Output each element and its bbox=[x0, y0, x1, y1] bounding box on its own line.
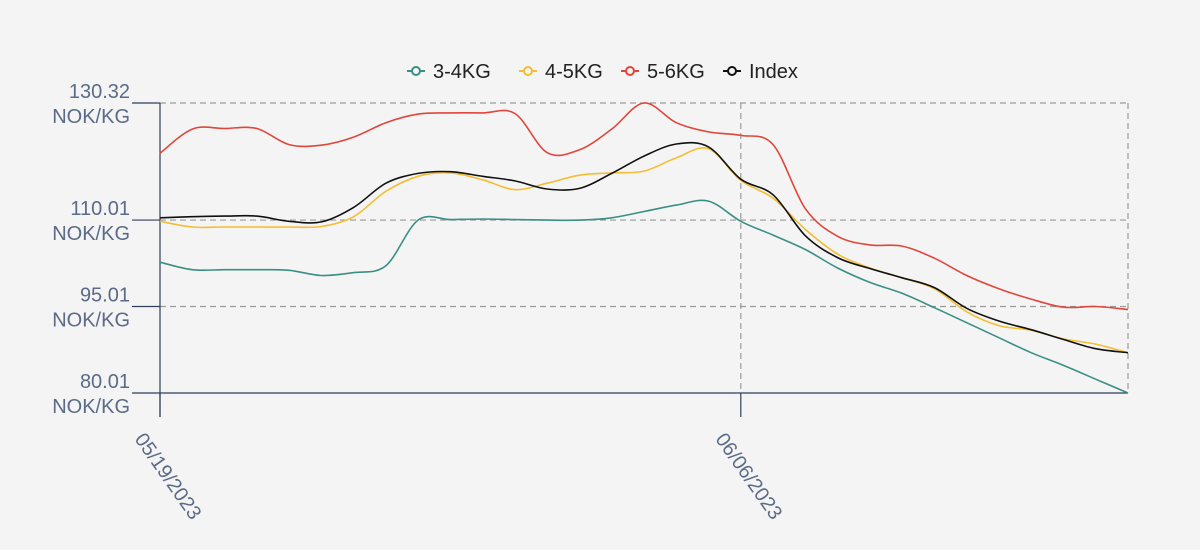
y-tick-label: 80.01 bbox=[80, 371, 130, 393]
legend-swatch-marker bbox=[625, 66, 635, 76]
x-tick-label: 05/19/2023 bbox=[130, 429, 205, 524]
series-line-3-4kg bbox=[159, 199, 1129, 394]
series-line-4-5kg bbox=[159, 147, 1129, 354]
y-tick-unit: NOK/KG bbox=[52, 310, 130, 332]
y-tick-label: 110.01 bbox=[70, 198, 130, 220]
axes: 130.32 NOK/KG 110.01 NOK/KG 95.01 NOK/KG 80.01… bbox=[52, 81, 1128, 524]
y-tick-label: 130.32 bbox=[69, 81, 130, 103]
legend-item-4-5kg: 4-5KG bbox=[519, 61, 603, 83]
legend-swatch-marker bbox=[727, 66, 737, 76]
legend-item-index: Index bbox=[723, 61, 798, 83]
legend-label: Index bbox=[749, 61, 798, 83]
legend-label: 4-5KG bbox=[545, 61, 603, 83]
legend-item-5-6kg: 5-6KG bbox=[621, 61, 705, 83]
series-lines bbox=[159, 102, 1129, 394]
series-line-index bbox=[159, 141, 1129, 354]
legend-swatch-marker bbox=[523, 66, 533, 76]
y-tick-unit: NOK/KG bbox=[52, 223, 130, 245]
legend-item-3-4kg: 3-4KG bbox=[407, 61, 491, 83]
legend: 3-4KG 4-5KG 5-6KG Index bbox=[407, 61, 798, 83]
legend-label: 3-4KG bbox=[433, 61, 491, 83]
legend-swatch-marker bbox=[411, 66, 421, 76]
y-tick-unit: NOK/KG bbox=[52, 106, 130, 128]
y-tick-unit: NOK/KG bbox=[52, 396, 130, 418]
legend-label: 5-6KG bbox=[647, 61, 705, 83]
x-tick-label: 06/06/2023 bbox=[711, 429, 786, 524]
series-line-5-6kg bbox=[159, 102, 1129, 311]
y-tick-label: 95.01 bbox=[80, 285, 130, 307]
